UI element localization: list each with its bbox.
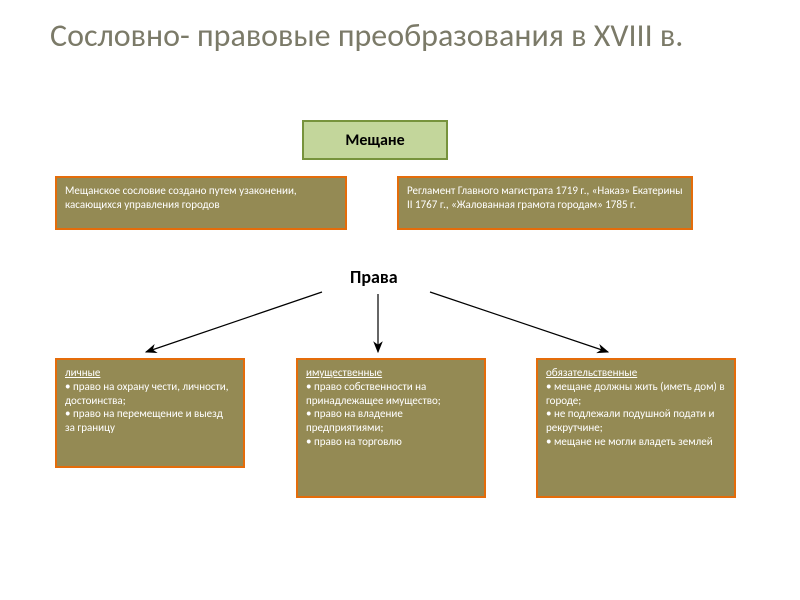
- subheading-prava: Права: [350, 266, 398, 288]
- obligation-rights-title: обязательственные: [546, 366, 637, 379]
- subheading-text: Права: [350, 266, 398, 288]
- property-rights-title: имущественные: [306, 366, 382, 379]
- box-estate-creation-text: Мещанское сословие создано путем узаконе…: [65, 184, 297, 211]
- list-item: • право на охрану чести, личности, досто…: [65, 380, 235, 408]
- box-estate-creation: Мещанское сословие создано путем узаконе…: [55, 176, 347, 230]
- center-box-label: Мещане: [345, 131, 404, 150]
- personal-rights-title: личные: [65, 366, 100, 379]
- list-item: • право собственности на принадлежащее и…: [306, 380, 476, 408]
- slide-title-text: Сословно- правовые преобразования в XVII…: [50, 16, 683, 55]
- arrows-svg: [0, 0, 800, 600]
- box-regulations-text: Регламент Главного магистрата 1719 г., «…: [407, 184, 683, 211]
- list-item: • право на перемещение и выезд за границ…: [65, 407, 235, 435]
- box-obligation-rights: обязательственные • мещане должны жить (…: [536, 358, 736, 498]
- box-property-rights: имущественные • право собственности на п…: [296, 358, 486, 498]
- center-box-meshchane: Мещане: [302, 120, 448, 160]
- list-item: • мещане должны жить (иметь дом) в город…: [546, 380, 726, 408]
- list-item: • мещане не могли владеть землей: [546, 435, 726, 449]
- list-item: • право на торговлю: [306, 435, 476, 449]
- list-item: • право на владение предприятиями;: [306, 407, 476, 435]
- slide-title: Сословно- правовые преобразования в XVII…: [50, 18, 683, 55]
- box-personal-rights: личные • право на охрану чести, личности…: [55, 358, 245, 468]
- box-regulations: Регламент Главного магистрата 1719 г., «…: [397, 176, 693, 230]
- list-item: • не подлежали подушной подати и рекрутч…: [546, 407, 726, 435]
